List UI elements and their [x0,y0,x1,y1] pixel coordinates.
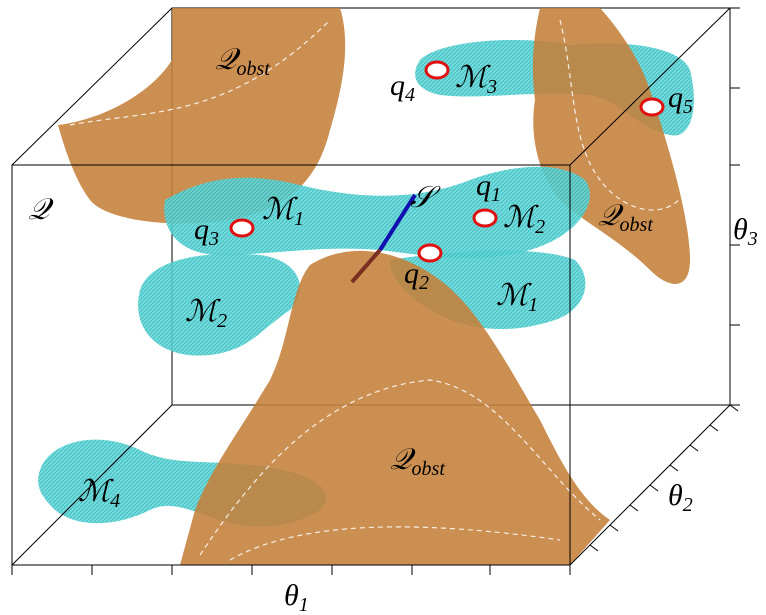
label-subscript: 2 [419,272,429,294]
label-subscript: 1 [299,594,309,615]
s-segment [350,193,417,284]
label-symbol: q [476,169,491,202]
label: ℳ1 [262,193,304,230]
label-symbol: ℳ [496,279,532,312]
label-subscript: 4 [110,490,120,512]
label-subscript: 1 [528,294,538,316]
label: q2 [404,257,429,294]
dashed-contours [69,19,691,561]
label-symbol: ℳ [455,61,491,94]
label-subscript: obst [237,58,271,80]
label-symbol: q [404,257,419,290]
label-symbol: ℳ [503,201,539,234]
label: 𝒬obst [598,199,653,236]
label-subscript: 2 [683,494,693,516]
label-symbol: ℳ [78,475,114,508]
label: q5 [668,81,693,118]
label-subscript: obst [620,214,654,236]
label: θ1 [284,579,309,615]
label: 𝒬obst [215,43,270,80]
label-subscript: 1 [491,184,501,206]
label: q4 [390,69,415,106]
manifold-m1-upper [164,166,590,258]
front-box [11,7,731,566]
obstacle-top-left [58,8,346,224]
label-symbol: ℳ [185,295,221,328]
label-symbol: θ [668,479,683,512]
label-symbol: q [668,81,683,114]
label: ℳ2 [185,295,227,332]
obstacle-top-right [532,8,690,284]
label-symbol: ℳ [262,193,298,226]
label: 𝒬 [28,193,54,226]
label: θ2 [668,479,693,516]
configurations [229,60,665,263]
label-subscript: 3 [747,228,758,250]
label-subscript: 2 [535,216,545,238]
label: q3 [194,213,219,250]
label: ℳ2 [503,201,545,238]
label: q1 [476,169,501,206]
label-subscript: 5 [683,96,693,118]
label-subscript: 4 [405,84,415,106]
label-symbol: θ [733,213,748,246]
label-symbol: 𝒬 [28,193,54,226]
label-subscript: 3 [486,76,497,98]
manifold-m2-lower [138,253,300,356]
label-subscript: obst [412,458,446,480]
label-subscript: 3 [208,228,219,250]
label-symbol: q [390,69,405,102]
label-subscript: 2 [217,310,227,332]
label: ℳ3 [455,61,497,98]
label: ℳ4 [78,475,120,512]
label-symbol: q [194,213,209,246]
label: θ3 [733,213,758,250]
obstacle-bottom [180,250,610,566]
label-symbol: θ [284,579,299,612]
axis-ticks [11,7,740,575]
label-subscript: 1 [294,208,304,230]
label: ℳ1 [496,279,538,316]
